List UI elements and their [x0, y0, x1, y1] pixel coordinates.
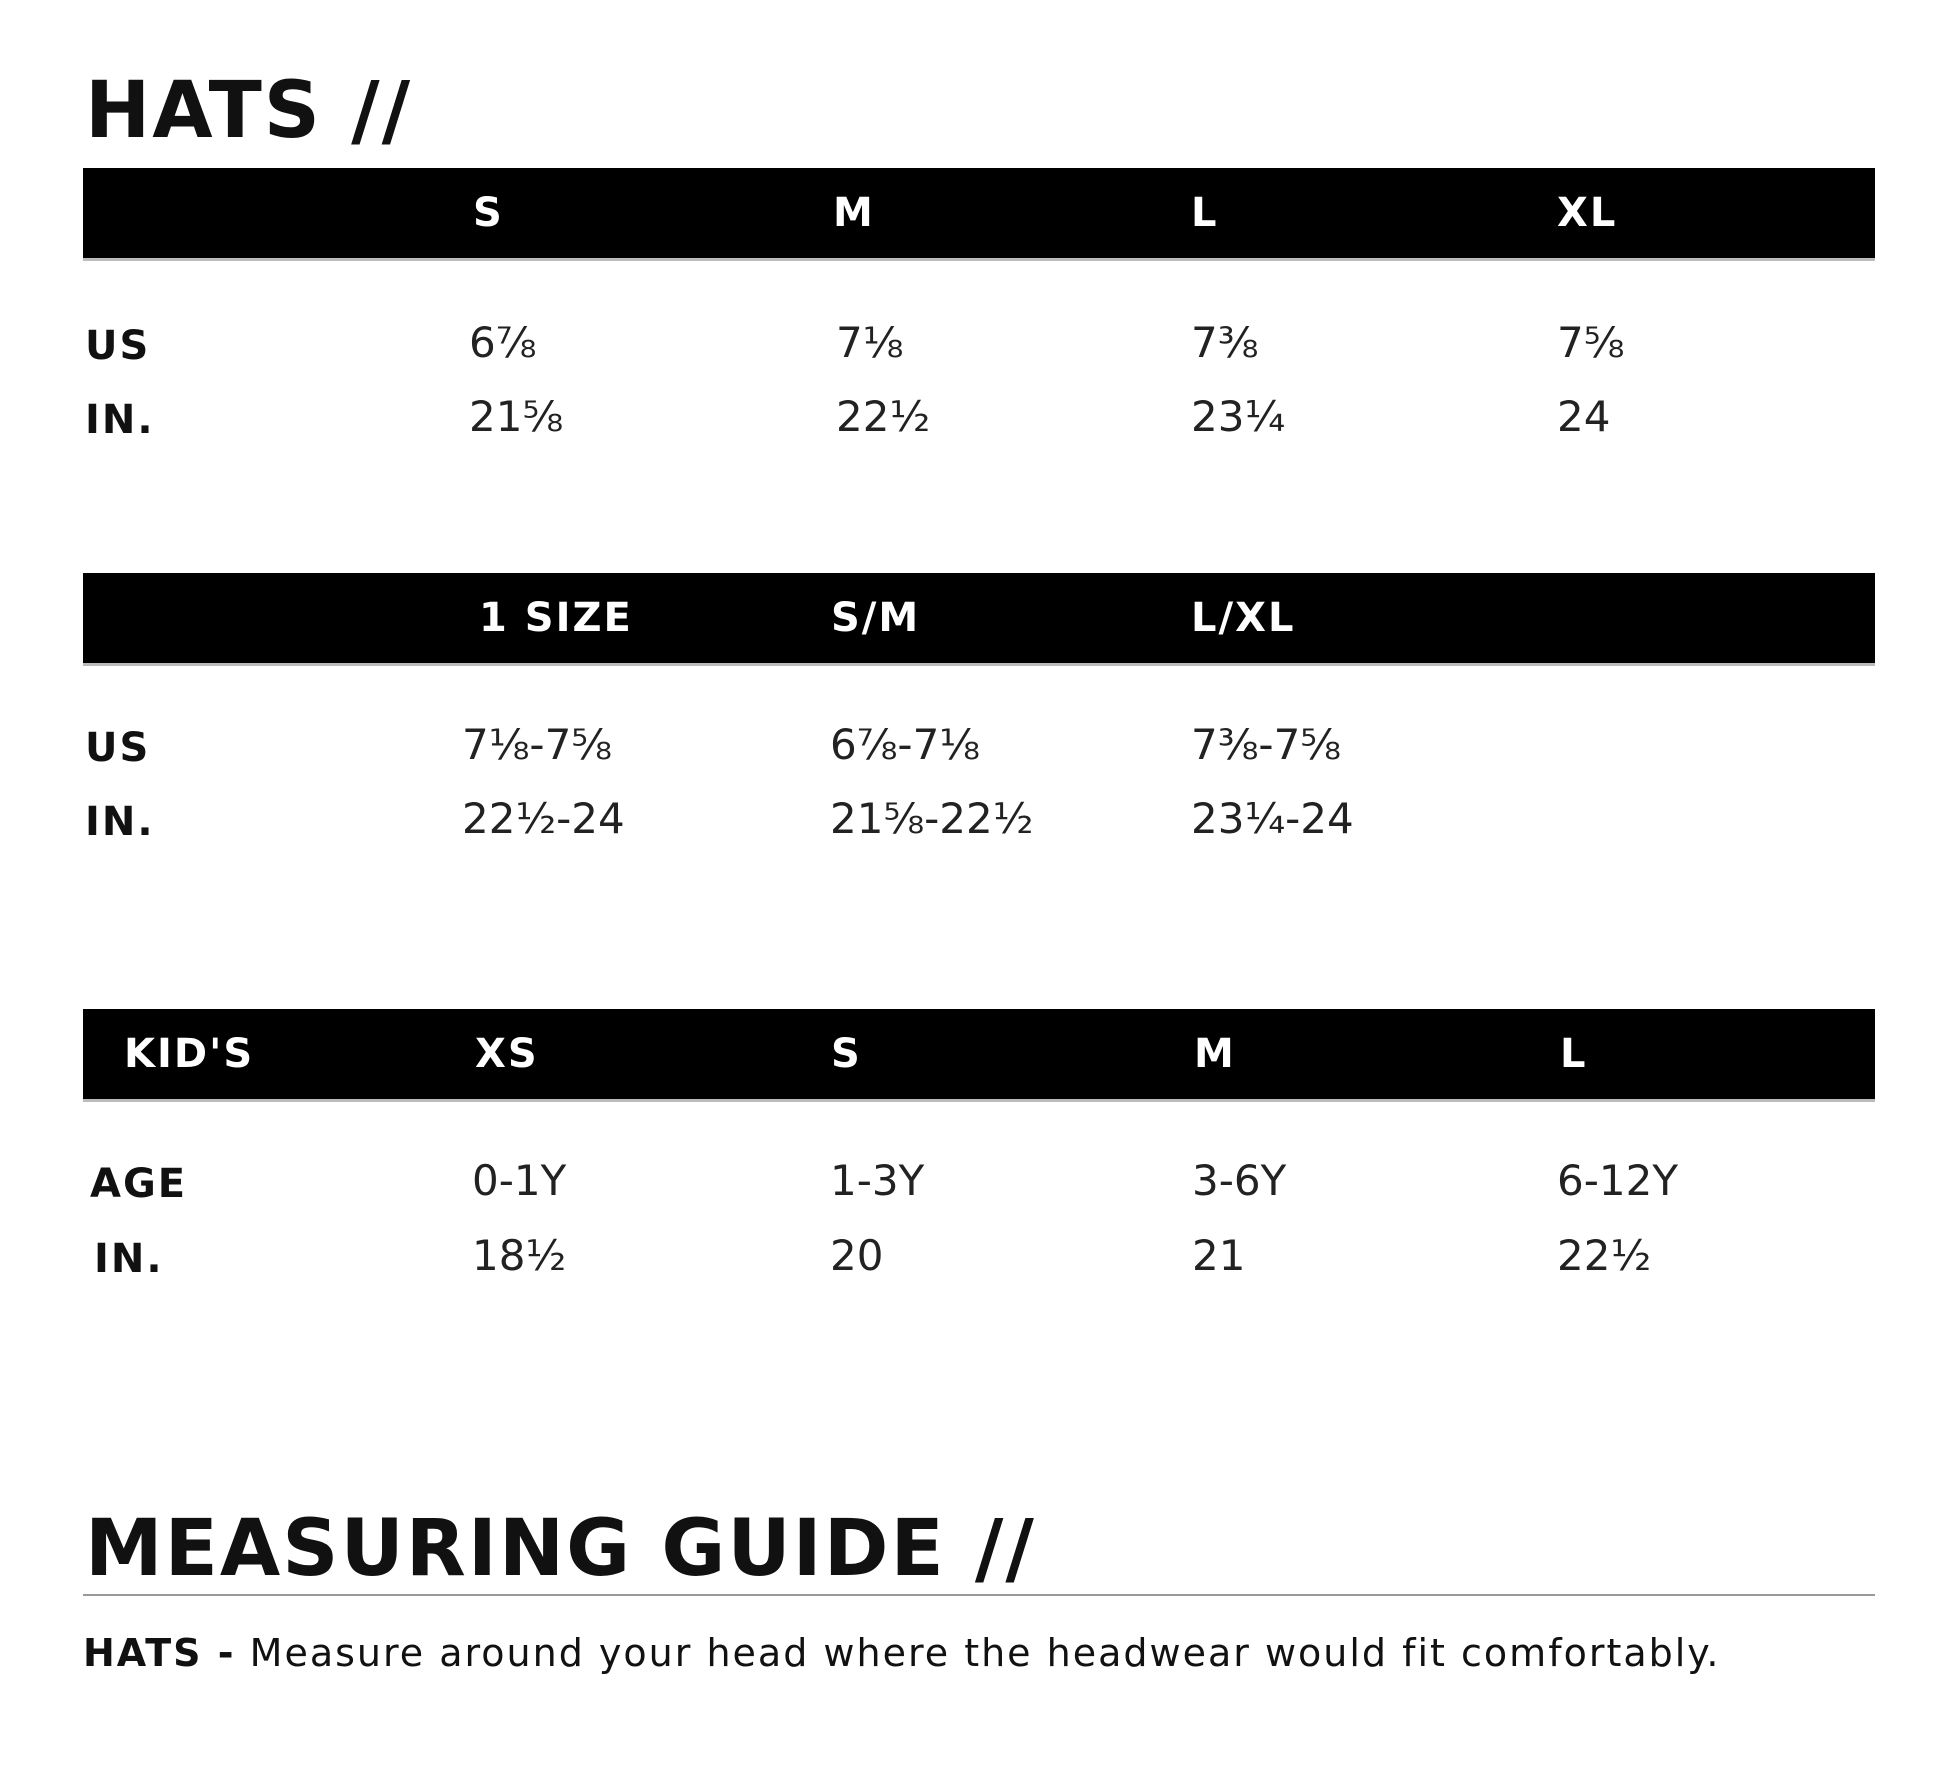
header-s: S [831, 1031, 862, 1077]
header-m: M [1194, 1031, 1236, 1077]
cell: 24 [1557, 392, 1611, 441]
cell: 7⅛ [836, 318, 904, 367]
header-s: S [473, 190, 504, 236]
header-xl: XL [1557, 190, 1618, 236]
cell: 6⅞-7⅛ [830, 720, 981, 769]
cell: 21⅝ [469, 392, 564, 441]
header-s-m: S/M [831, 595, 921, 641]
cell: 7⅛-7⅝ [462, 720, 613, 769]
cell: 0-1Y [472, 1156, 567, 1205]
guide-item-text: Measure around your head where the headw… [249, 1631, 1721, 1675]
row-label-in: IN. [94, 1236, 164, 1282]
header-l-xl: L/XL [1191, 595, 1296, 641]
row-label-us: US [85, 323, 151, 369]
cell: 7⅜-7⅝ [1191, 720, 1342, 769]
cell: 3-6Y [1192, 1156, 1287, 1205]
header-xs: XS [475, 1031, 539, 1077]
cell: 22½ [836, 392, 931, 441]
header-m: M [833, 190, 875, 236]
adjustable-size-header: 1 SIZE S/M L/XL [83, 573, 1875, 666]
header-l: L [1560, 1031, 1588, 1077]
cell: 23¼ [1191, 392, 1286, 441]
measuring-guide-title: MEASURING GUIDE // [85, 1504, 1036, 1594]
cell: 22½ [1557, 1231, 1652, 1280]
page-title: HATS // [85, 66, 413, 156]
header-1-size: 1 SIZE [479, 595, 633, 641]
cell: 21 [1192, 1231, 1246, 1280]
guide-item-label: HATS - [83, 1631, 236, 1675]
row-label-us: US [85, 725, 151, 771]
row-label-age: AGE [90, 1161, 188, 1207]
adult-size-header: S M L XL [83, 168, 1875, 261]
cell: 7⅝ [1557, 318, 1625, 367]
divider [83, 1594, 1875, 1596]
cell: 22½-24 [462, 794, 625, 843]
header-l: L [1191, 190, 1219, 236]
cell: 23¼-24 [1191, 794, 1354, 843]
cell: 18½ [472, 1231, 567, 1280]
row-label-in: IN. [85, 799, 155, 845]
header-kids: KID'S [124, 1031, 255, 1077]
cell: 21⅝-22½ [830, 794, 1034, 843]
cell: 1-3Y [830, 1156, 925, 1205]
cell: 20 [830, 1231, 884, 1280]
cell: 6⅞ [469, 318, 537, 367]
kids-size-header: KID'S XS S M L [83, 1009, 1875, 1102]
row-label-in: IN. [85, 397, 155, 443]
measuring-guide-text: HATS - Measure around your head where th… [83, 1634, 1720, 1672]
cell: 6-12Y [1557, 1156, 1678, 1205]
cell: 7⅜ [1191, 318, 1259, 367]
